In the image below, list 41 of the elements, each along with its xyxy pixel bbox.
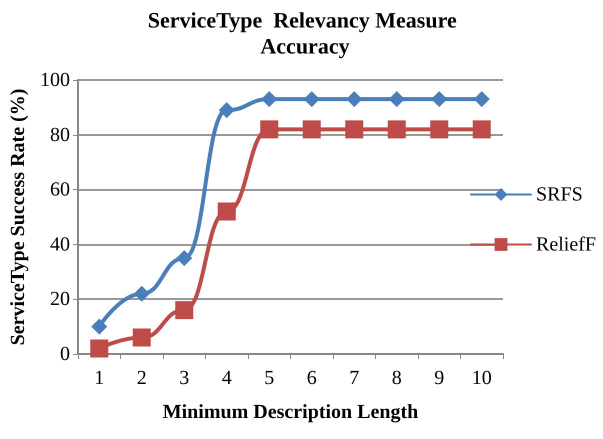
x-tick-label: 7 — [349, 367, 360, 389]
point — [345, 120, 364, 138]
y-axis-title: ServiceType Success Rate (%) — [7, 88, 29, 346]
point — [90, 340, 108, 358]
y-tick-label: 100 — [40, 69, 70, 91]
point — [388, 91, 405, 108]
x-axis-title: Minimum Description Length — [162, 401, 418, 423]
point — [346, 91, 362, 108]
point — [176, 250, 192, 266]
point — [431, 91, 448, 108]
y-tick-label: 60 — [50, 178, 70, 201]
point — [218, 202, 236, 221]
legend-label: SRFS — [536, 184, 583, 206]
x-tick-label: 4 — [222, 367, 232, 389]
point — [388, 120, 406, 138]
x-tick-label: 3 — [179, 367, 190, 389]
point — [132, 328, 151, 347]
point — [302, 120, 321, 138]
point — [430, 120, 448, 138]
x-tick-label: 9 — [434, 367, 444, 389]
x-tick-label: 6 — [306, 367, 317, 389]
point — [474, 91, 490, 108]
point — [261, 91, 278, 108]
point — [175, 301, 194, 320]
point — [260, 120, 278, 138]
point — [218, 102, 235, 118]
x-tick-label: 2 — [136, 367, 147, 389]
y-tick-label: 40 — [50, 233, 70, 256]
legend-label: ReliefF — [536, 234, 596, 256]
x-tick-label: 1 — [94, 367, 104, 389]
x-tick-label: 8 — [392, 367, 402, 389]
point — [91, 318, 108, 335]
y-tick-label: 0 — [60, 343, 70, 365]
x-tick-label: 5 — [264, 367, 274, 389]
chart-title: ServiceType Relevancy Measure Accuracy — [148, 8, 462, 58]
point — [304, 91, 320, 108]
y-tick-label: 20 — [50, 288, 70, 310]
point — [134, 286, 150, 302]
x-tick-label: 10 — [472, 367, 492, 389]
point — [472, 120, 491, 138]
y-tick-label: 80 — [50, 124, 70, 146]
